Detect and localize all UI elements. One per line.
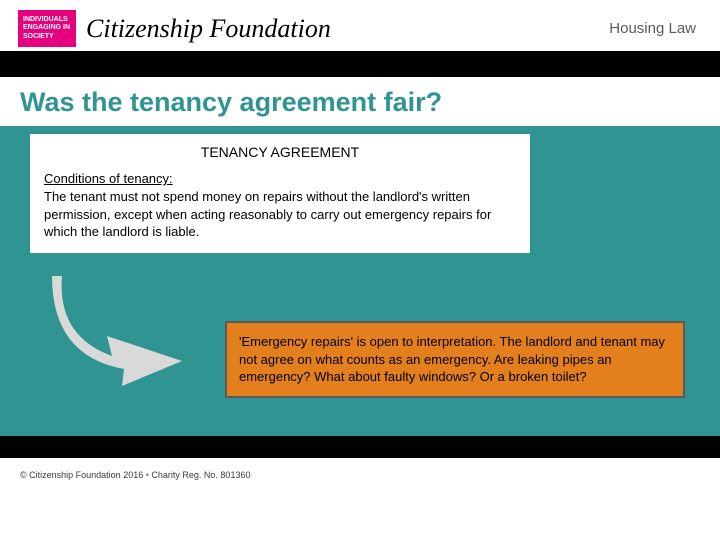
footer: © Citizenship Foundation 2016 • Charity … [0,458,720,492]
footer-copyright: © Citizenship Foundation 2016 [20,470,143,480]
conditions-text: The tenant must not spend money on repai… [44,188,516,241]
header: INDIVIDUALS ENGAGING IN SOCIETY Citizens… [0,0,720,51]
topic-label: Housing Law [609,20,702,37]
content-area: Was the tenancy agreement fair? TENANCY … [0,77,720,436]
arrow-icon [52,276,202,386]
callout-box: 'Emergency repairs' is open to interpret… [225,321,685,398]
logo-badge: INDIVIDUALS ENGAGING IN SOCIETY [18,10,76,47]
teal-body: TENANCY AGREEMENT Conditions of tenancy:… [0,126,720,436]
footer-bullet-icon: • [146,470,149,480]
agreement-box: TENANCY AGREEMENT Conditions of tenancy:… [30,134,530,253]
footer-charity: Charity Reg. No. 801360 [151,470,250,480]
slide-title: Was the tenancy agreement fair? [20,87,700,118]
divider-top [0,51,720,77]
agreement-heading: TENANCY AGREEMENT [44,144,516,160]
title-row: Was the tenancy agreement fair? [0,77,720,126]
callout-text: 'Emergency repairs' is open to interpret… [227,323,683,396]
divider-bottom [0,436,720,458]
conditions-label: Conditions of tenancy: [44,171,173,186]
brand-name: Citizenship Foundation [86,14,331,44]
